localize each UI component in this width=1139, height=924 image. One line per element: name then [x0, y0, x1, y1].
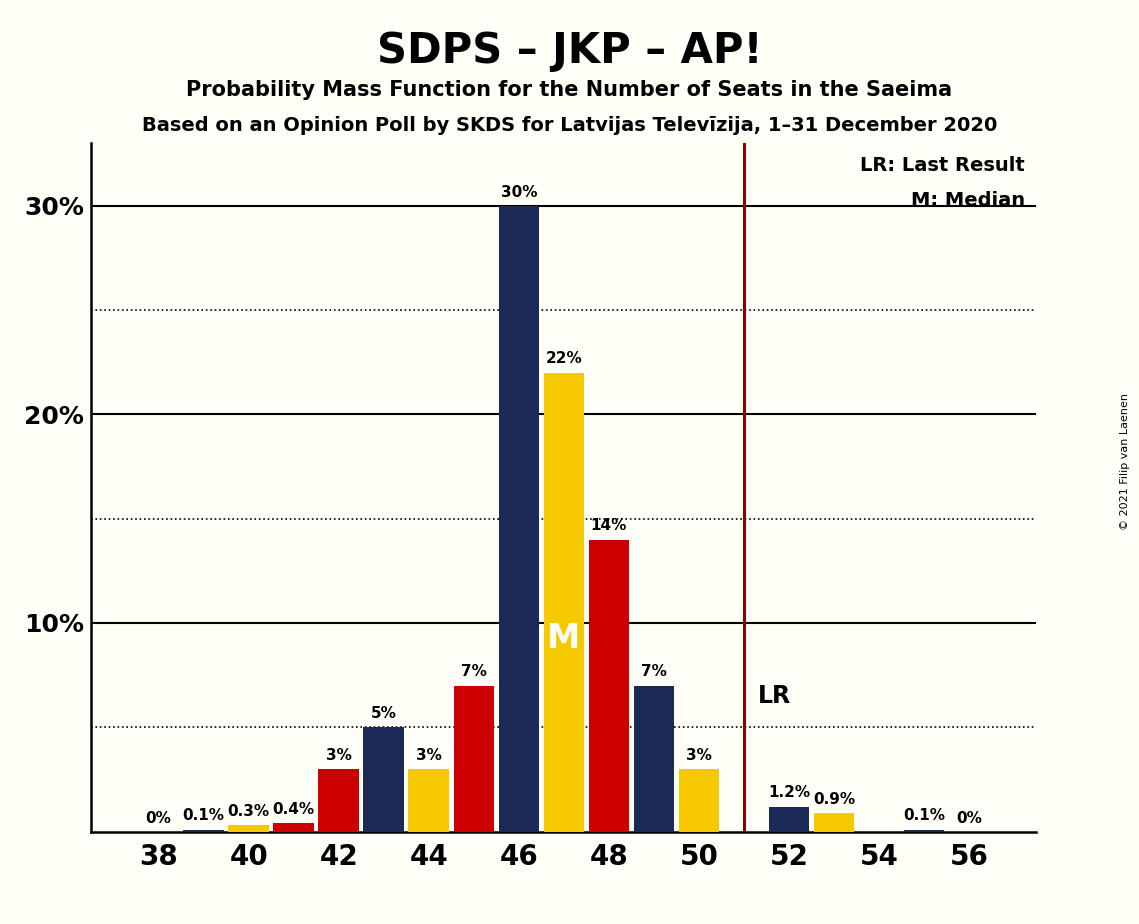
Text: Based on an Opinion Poll by SKDS for Latvijas Televīzija, 1–31 December 2020: Based on an Opinion Poll by SKDS for Lat…	[142, 116, 997, 136]
Bar	[273, 823, 314, 832]
Bar	[679, 769, 719, 832]
Bar	[769, 807, 809, 832]
Bar	[183, 830, 224, 832]
Text: 7%: 7%	[461, 664, 486, 679]
Text: M: Median: M: Median	[911, 191, 1025, 211]
Text: 0.4%: 0.4%	[272, 802, 314, 817]
Text: 0.9%: 0.9%	[813, 792, 855, 807]
Text: 3%: 3%	[686, 748, 712, 763]
Text: 7%: 7%	[641, 664, 666, 679]
Bar	[589, 540, 629, 832]
Text: Probability Mass Function for the Number of Seats in the Saeima: Probability Mass Function for the Number…	[187, 80, 952, 101]
Text: 0.1%: 0.1%	[903, 808, 945, 823]
Bar	[409, 769, 449, 832]
Bar	[543, 372, 584, 832]
Bar	[903, 830, 944, 832]
Bar	[363, 727, 404, 832]
Text: 3%: 3%	[416, 748, 442, 763]
Bar	[319, 769, 359, 832]
Text: M: M	[547, 623, 581, 655]
Text: 0%: 0%	[956, 811, 982, 826]
Text: 0.1%: 0.1%	[182, 808, 224, 823]
Text: 5%: 5%	[371, 706, 396, 721]
Text: 22%: 22%	[546, 351, 582, 367]
Bar	[633, 686, 674, 832]
Text: LR: LR	[757, 684, 790, 708]
Text: 0%: 0%	[146, 811, 172, 826]
Text: LR: Last Result: LR: Last Result	[860, 155, 1025, 175]
Text: © 2021 Filip van Laenen: © 2021 Filip van Laenen	[1121, 394, 1130, 530]
Text: 30%: 30%	[500, 185, 536, 200]
Text: SDPS – JKP – AP!: SDPS – JKP – AP!	[377, 30, 762, 71]
Bar	[229, 825, 269, 832]
Bar	[499, 206, 539, 832]
Text: 3%: 3%	[326, 748, 352, 763]
Bar	[453, 686, 494, 832]
Bar	[813, 813, 854, 832]
Text: 14%: 14%	[591, 518, 626, 533]
Text: 0.3%: 0.3%	[228, 804, 270, 819]
Text: 1.2%: 1.2%	[768, 785, 810, 800]
